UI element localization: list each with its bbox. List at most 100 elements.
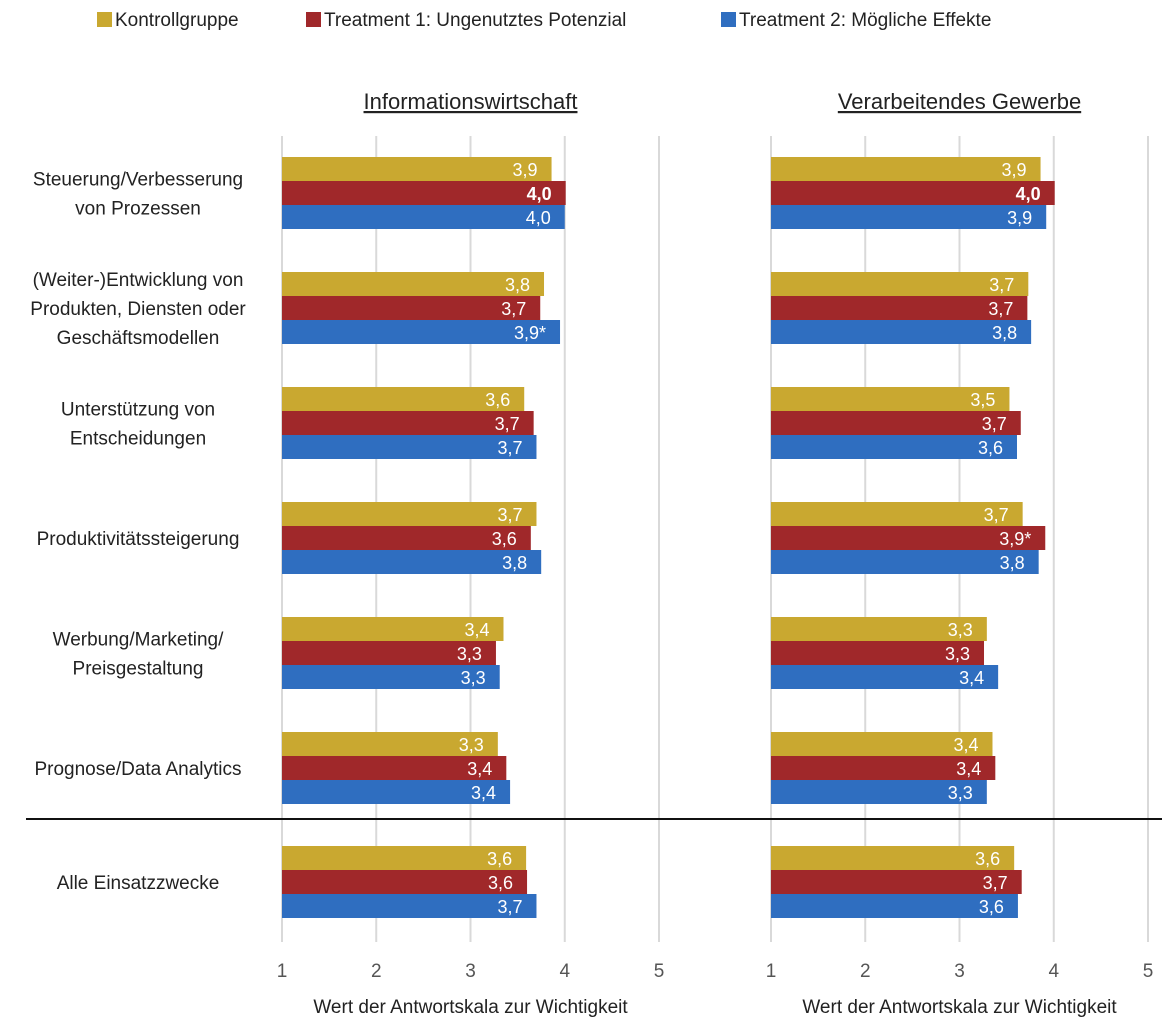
category-label-5-line-0: Prognose/Data Analytics (34, 759, 241, 780)
panel-0-data-label-0-6: 3,6 (487, 849, 512, 869)
panel-1-bar-2-5 (771, 780, 987, 804)
panel-0-data-label-2-0: 4,0 (526, 208, 551, 228)
panel-0-tick-label-3: 4 (559, 961, 570, 982)
panel-0-data-label-0-0: 3,9 (513, 160, 538, 180)
category-label-6-line-0: Alle Einsatzzwecke (57, 873, 220, 894)
panel-0-bar-0-2 (282, 387, 525, 411)
panel-0-bar-0-1 (282, 272, 545, 296)
category-label-4-line-0: Werbung/Marketing/ (53, 630, 224, 651)
panel-1-bar-0-3 (771, 502, 1023, 526)
category-label-1-line-0: (Weiter-)Entwicklung von (33, 270, 244, 291)
panel-0-data-label-2-2: 3,7 (497, 438, 522, 458)
panel-1-bar-2-3 (771, 550, 1039, 574)
panel-1-bar-0-0 (771, 157, 1041, 181)
panel-1-data-label-0-0: 3,9 (1002, 160, 1027, 180)
panel-0-data-label-1-1: 3,7 (501, 299, 526, 319)
panel-0-bar-1-6 (282, 870, 528, 894)
panel-1-data-label-0-4: 3,3 (948, 620, 973, 640)
panel-0-data-label-1-5: 3,4 (467, 759, 492, 779)
panel-0-bar-0-3 (282, 502, 537, 526)
legend-label-1: Treatment 1: Ungenutztes Potenzial (324, 10, 626, 31)
category-label-0-line-1: von Prozessen (75, 199, 201, 220)
panel-1-bar-2-6 (771, 894, 1018, 918)
panel-0-data-label-2-3: 3,8 (502, 553, 527, 573)
panel-1-bar-2-4 (771, 665, 999, 689)
panel-1-bar-2-2 (771, 435, 1017, 459)
panel-1-data-label-1-6: 3,7 (983, 873, 1008, 893)
panel-1-bar-1-3 (771, 526, 1046, 550)
panel-1-data-label-2-2: 3,6 (978, 438, 1003, 458)
panel-1-bar-1-6 (771, 870, 1022, 894)
panel-0-title: Informationswirtschaft (364, 89, 578, 114)
panel-1-bar-1-2 (771, 411, 1021, 435)
panel-0-data-label-0-1: 3,8 (505, 275, 530, 295)
category-label-1-line-1: Produkten, Diensten oder (30, 299, 246, 320)
panel-1-x-axis-label: Wert der Antwortskala zur Wichtigkeit (802, 997, 1117, 1018)
legend-swatch-1 (306, 12, 321, 27)
panel-0-data-label-2-4: 3,3 (461, 668, 486, 688)
panel-1-tick-label-3: 4 (1048, 961, 1059, 982)
panel-1-data-label-2-4: 3,4 (959, 668, 984, 688)
panel-0-x-axis-label: Wert der Antwortskala zur Wichtigkeit (313, 997, 628, 1018)
panel-1-data-label-2-1: 3,8 (992, 323, 1017, 343)
panel-0-bar-1-5 (282, 756, 507, 780)
panel-0-bar-2-0 (282, 205, 565, 229)
panel-1-tick-label-0: 1 (766, 961, 777, 982)
panel-1-bar-1-0 (771, 181, 1055, 205)
panel-0-bar-0-0 (282, 157, 552, 181)
panel-1-bar-0-4 (771, 617, 987, 641)
panel-0-data-label-1-4: 3,3 (457, 644, 482, 664)
panel-1-data-label-2-3: 3,8 (1000, 553, 1025, 573)
panel-1-title: Verarbeitendes Gewerbe (838, 89, 1081, 114)
panel-0-bar-0-4 (282, 617, 504, 641)
panel-0-bar-2-5 (282, 780, 511, 804)
panel-0-data-label-0-3: 3,7 (497, 505, 522, 525)
panel-0-data-label-2-5: 3,4 (471, 783, 496, 803)
panel-0-bar-1-1 (282, 296, 541, 320)
panel-1-bar-1-5 (771, 756, 996, 780)
panel-1-data-label-1-5: 3,4 (956, 759, 981, 779)
panel-0-data-label-1-6: 3,6 (488, 873, 513, 893)
panel-0-bar-1-0 (282, 181, 566, 205)
panel-0-data-label-1-0: 4,0 (527, 184, 552, 204)
panel-1-tick-label-4: 5 (1143, 961, 1154, 982)
legend-swatch-2 (721, 12, 736, 27)
panel-1-tick-label-1: 2 (860, 961, 871, 982)
panel-1-data-label-1-3: 3,9* (999, 529, 1031, 549)
panel-0-data-label-0-2: 3,6 (485, 390, 510, 410)
panel-1-data-label-2-0: 3,9 (1007, 208, 1032, 228)
panel-0-data-label-1-2: 3,7 (495, 414, 520, 434)
panel-0-bar-1-2 (282, 411, 534, 435)
panel-0-data-label-1-3: 3,6 (492, 529, 517, 549)
panel-0-bar-1-3 (282, 526, 531, 550)
panel-0-data-label-2-6: 3,7 (497, 897, 522, 917)
panel-0-bar-2-3 (282, 550, 542, 574)
panel-1-bar-0-6 (771, 846, 1015, 870)
panel-0-bar-2-6 (282, 894, 537, 918)
panel-1-data-label-1-2: 3,7 (982, 414, 1007, 434)
panel-1-data-label-2-6: 3,6 (979, 897, 1004, 917)
panel-0-tick-label-4: 5 (654, 961, 665, 982)
panel-1-bar-0-5 (771, 732, 993, 756)
panel-1-data-label-2-5: 3,3 (948, 783, 973, 803)
panel-1-tick-label-2: 3 (954, 961, 965, 982)
panel-1-data-label-0-3: 3,7 (984, 505, 1009, 525)
panel-1-data-label-1-4: 3,3 (945, 644, 970, 664)
panel-1-bar-0-1 (771, 272, 1029, 296)
category-label-3-line-0: Produktivitätssteigerung (37, 529, 240, 550)
panel-1-data-label-1-1: 3,7 (988, 299, 1013, 319)
legend-label-2: Treatment 2: Mögliche Effekte (739, 10, 991, 31)
panel-1-data-label-0-6: 3,6 (975, 849, 1000, 869)
panel-0-data-label-0-4: 3,4 (464, 620, 489, 640)
panel-1-data-label-0-5: 3,4 (953, 735, 978, 755)
panel-0-bar-2-1 (282, 320, 561, 344)
panel-1-data-label-0-2: 3,5 (970, 390, 995, 410)
legend-label-0: Kontrollgruppe (115, 10, 239, 31)
category-label-2-line-1: Entscheidungen (70, 429, 206, 450)
panel-1-bar-1-4 (771, 641, 985, 665)
category-label-4-line-1: Preisgestaltung (73, 659, 204, 680)
panel-0-bar-0-5 (282, 732, 498, 756)
category-label-1-line-2: Geschäftsmodellen (57, 328, 220, 349)
panel-1-bar-2-0 (771, 205, 1047, 229)
panel-1-data-label-0-1: 3,7 (989, 275, 1014, 295)
